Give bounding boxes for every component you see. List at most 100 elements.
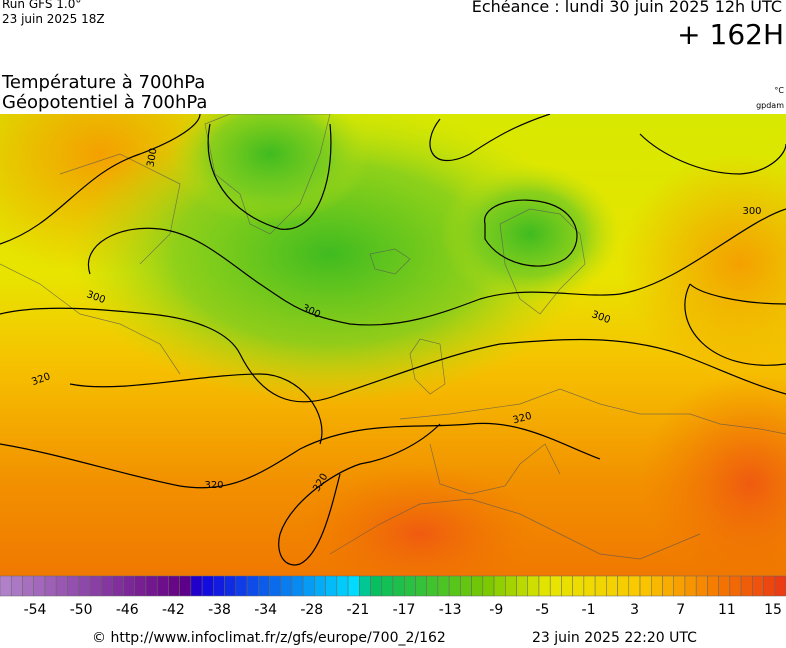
colorbar-cell [561,575,573,597]
colorbar-cell [381,575,394,597]
colorbar-cell [291,575,304,597]
colorbar-cell [403,575,416,597]
colorbar-cell [156,575,169,597]
colorbar-cell [516,575,528,597]
title-geopotential: Géopotentiel à 700hPa [2,92,208,113]
colorbar-cell [325,575,338,597]
colorbar-cell [437,575,450,597]
colorbar-cell [538,575,551,597]
colorbar-cell [740,575,753,597]
colorbar-label: 11 [718,602,736,615]
colorbar-label: -50 [70,602,93,615]
valid-label: Echéance : lundi 30 juin 2025 12h UTC [471,0,782,16]
colorbar-cell [415,575,427,597]
lead-time: + 162H [677,18,784,51]
colorbar-label: -5 [535,602,549,615]
colorbar-cell [628,575,641,597]
title-temperature: Température à 700hPa [2,72,206,93]
colorbar-cell [684,575,697,597]
colorbar-cell [774,575,786,597]
coastlines [0,114,786,560]
temperature-field [640,374,786,576]
colorbar-cell [258,575,270,597]
temperature-field [440,164,620,304]
unit-temperature: °C [774,86,784,95]
footer-url: © http://www.infoclimat.fr/z/gfs/europe/… [92,630,446,646]
colorbar-cell [471,575,484,597]
colorbar-cell [269,575,281,597]
colorbar-cell [752,575,764,597]
colorbar-label: -1 [582,602,596,615]
colorbar-cell [460,575,472,597]
colorbar-label: -28 [300,602,323,615]
colorbar-label: -34 [254,602,277,615]
colorbar-cell [123,575,135,597]
colorbar-cell [482,575,495,597]
colorbar-cell [527,575,540,597]
colorbar-cell [168,575,180,597]
colorbar-label: -38 [208,602,231,615]
colorbar-cell [594,575,607,597]
colorbar-cell [336,575,349,597]
contours [0,114,786,566]
colorbar-cell [662,575,674,597]
colorbar-cell [314,575,326,597]
temperature-field [170,114,370,224]
colorbar-cell [246,575,259,597]
colorbar-cell [33,575,46,597]
colorbar-cell [763,575,776,597]
colorbar-cell [549,575,562,597]
colorbar-cell [651,575,663,597]
unit-geopotential: gpdam [756,101,784,110]
colorbar-cell [44,575,57,597]
contour-label: 300 [145,147,159,168]
colorbar-cell [0,575,12,597]
colorbar-cell [179,575,192,597]
colorbar-cell [572,575,585,597]
colorbar-cell [426,575,439,597]
run-label: Run GFS 1.0° [2,0,82,11]
colorbar-label: -17 [393,602,416,615]
colorbar-cell [606,575,618,597]
temperature-field [620,154,786,374]
colorbar-cell [695,575,708,597]
colorbar-cell [707,575,719,597]
colorbar-cell [10,575,23,597]
colorbar-cell [213,575,225,597]
contour-label: 300 [742,206,761,217]
contour-label: 320 [512,411,533,427]
contour-label: 320 [204,480,223,491]
colorbar-label: -46 [116,602,139,615]
colorbar-label: -9 [489,602,503,615]
colorbar-label: -54 [24,602,47,615]
colorbar-cell [639,575,652,597]
colorbar-cell [235,575,248,597]
init-label: 23 juin 2025 18Z [2,12,105,26]
colorbar-cell [224,575,237,597]
colorbar-label: -42 [162,602,185,615]
colorbar-cell [370,575,383,597]
colorbar-cell [100,575,113,597]
colorbar-cell [78,575,91,597]
colorbar-cell [392,575,405,597]
map: 300 300 300 300 300 320 320 320 320 [0,114,786,576]
colorbar-cell [22,575,34,597]
colorbar-cell [493,575,506,597]
colorbar-cell [190,575,203,597]
colorbar-cell [583,575,596,597]
colorbar-cell [729,575,742,597]
footer-generated: 23 juin 2025 22:20 UTC [532,630,697,646]
colorbar-cell [201,575,214,597]
colorbar-label: 3 [630,602,639,615]
colorbar-label: -21 [346,602,369,615]
colorbar-cell [302,575,315,597]
colorbar-cell [617,575,630,597]
colorbar-label: -13 [439,602,462,615]
colorbar-cell [134,575,147,597]
colorbar-cell [505,575,517,597]
colorbar-cell [718,575,731,597]
colorbar-cell [359,575,371,597]
colorbar-label: 7 [676,602,685,615]
colorbar-cell [347,575,360,597]
